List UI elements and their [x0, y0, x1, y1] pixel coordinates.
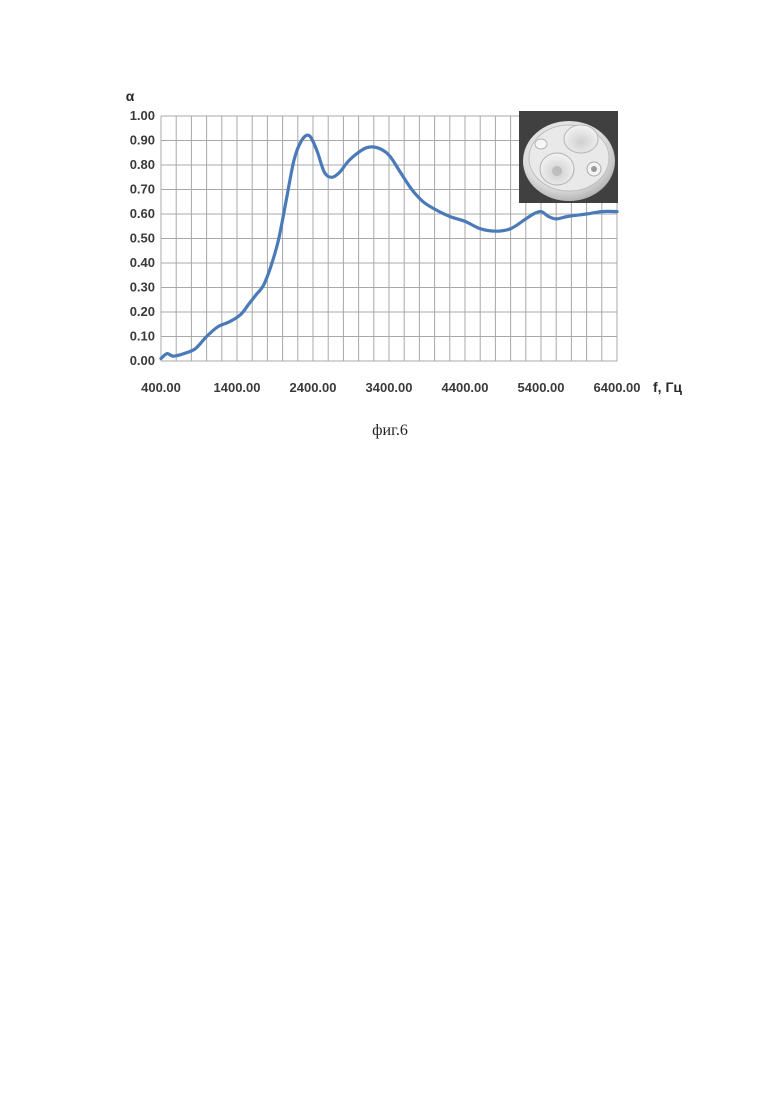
y-axis-label: α	[126, 88, 135, 104]
resonator-photo-icon	[519, 111, 618, 203]
figure-caption: фиг.6	[0, 422, 780, 440]
y-tick-label: 0.20	[130, 304, 155, 319]
y-tick-label: 0.60	[130, 206, 155, 221]
y-tick-label: 0.30	[130, 280, 155, 295]
y-tick-label: 0.50	[130, 231, 155, 246]
x-tick-label: 3400.00	[366, 380, 413, 395]
x-tick-labels: 400.00 1400.00 2400.00 3400.00 4400.00 5400.0…	[141, 380, 640, 395]
y-tick-label: 0.00	[130, 353, 155, 368]
x-tick-label: 400.00	[141, 380, 181, 395]
y-tick-label: 0.40	[130, 255, 155, 270]
y-tick-label: 0.70	[130, 182, 155, 197]
y-tick-label: 0.90	[130, 133, 155, 148]
y-tick-label: 0.10	[130, 329, 155, 344]
y-tick-label: 0.80	[130, 157, 155, 172]
x-tick-label: 2400.00	[290, 380, 337, 395]
y-tick-labels: 0.00 0.10 0.20 0.30 0.40 0.50 0.60 0.70 0.80 0.90…	[130, 108, 155, 368]
figure: 0.00 0.10 0.20 0.30 0.40 0.50 0.60 0.70 0.80 0.90…	[0, 0, 780, 480]
x-axis-label: f, Гц	[653, 379, 682, 395]
x-tick-label: 6400.00	[594, 380, 641, 395]
resonator-photo-inset	[519, 111, 618, 203]
y-tick-label: 1.00	[130, 108, 155, 123]
line-chart: 0.00 0.10 0.20 0.30 0.40 0.50 0.60 0.70 0.80 0.90…	[0, 0, 780, 410]
x-tick-label: 1400.00	[214, 380, 261, 395]
x-tick-label: 5400.00	[518, 380, 565, 395]
x-tick-label: 4400.00	[442, 380, 489, 395]
